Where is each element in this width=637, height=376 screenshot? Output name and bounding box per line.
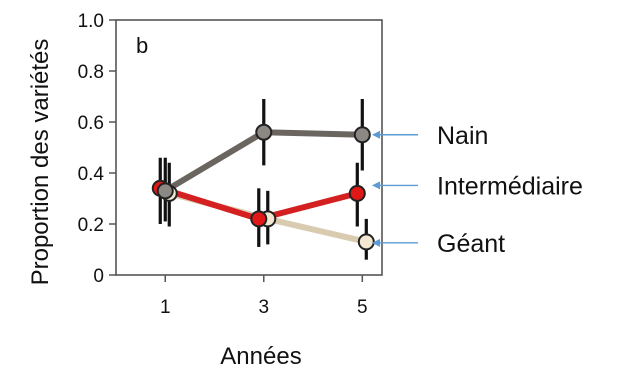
- y-tick-label: 0.6: [78, 113, 104, 134]
- panel-label: b: [136, 33, 148, 58]
- x-tick-label: 1: [160, 297, 171, 318]
- data-point: [250, 210, 268, 228]
- legend-arrow-head: [372, 181, 380, 190]
- legend-label: Intermédiaire: [437, 172, 583, 200]
- y-tick-label: 0: [93, 266, 104, 287]
- data-point: [156, 182, 174, 200]
- x-tick-label: 5: [357, 297, 368, 318]
- legend-arrow-head: [372, 238, 380, 247]
- series-layer: [151, 99, 375, 260]
- y-tick-label: 0.2: [78, 215, 104, 236]
- x-axis-title: Années: [220, 343, 301, 370]
- data-point: [348, 184, 366, 202]
- plot-frame: [115, 19, 383, 276]
- x-axis: 1 3 5: [160, 275, 368, 318]
- y-tick-label: 0.4: [78, 164, 105, 185]
- legend-label: Géant: [437, 230, 505, 258]
- data-point: [353, 126, 371, 144]
- legend: Nain Intermédiaire Géant: [372, 122, 583, 258]
- y-axis-title: Proportion des variétés: [27, 39, 54, 286]
- x-tick-label: 3: [258, 297, 269, 318]
- data-point: [357, 233, 375, 251]
- y-tick-label: 1.0: [78, 11, 104, 32]
- legend-label: Nain: [437, 122, 488, 150]
- legend-arrow-head: [372, 130, 380, 139]
- data-point: [255, 123, 273, 141]
- y-axis: 0 0.2 0.4 0.6 0.8 1.0: [78, 11, 116, 287]
- y-tick-label: 0.8: [78, 62, 104, 83]
